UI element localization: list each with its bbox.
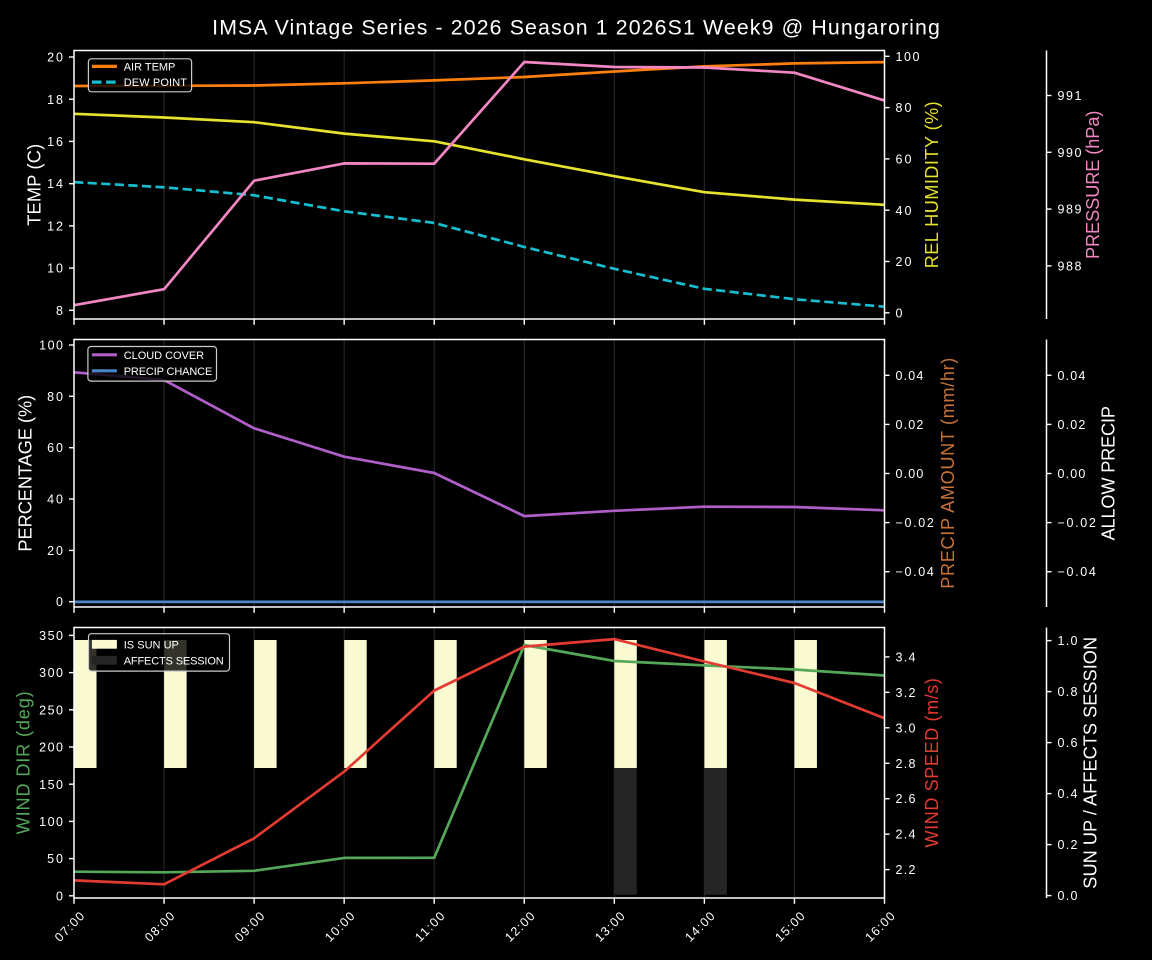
- svg-text:10: 10: [47, 262, 63, 276]
- svg-text:−0.04: −0.04: [896, 565, 934, 579]
- svg-text:8: 8: [56, 304, 63, 318]
- svg-text:0.4: 0.4: [1058, 787, 1078, 801]
- svg-text:REL HUMIDITY (%): REL HUMIDITY (%): [922, 101, 942, 268]
- svg-text:−0.04: −0.04: [1058, 565, 1096, 579]
- svg-text:60: 60: [47, 441, 63, 455]
- svg-text:WIND DIR (deg): WIND DIR (deg): [14, 691, 34, 834]
- svg-text:IS SUN UP: IS SUN UP: [124, 639, 179, 651]
- svg-text:0: 0: [56, 595, 63, 609]
- svg-text:−0.02: −0.02: [1058, 516, 1096, 530]
- svg-text:40: 40: [896, 204, 912, 218]
- svg-text:988: 988: [1058, 259, 1082, 273]
- svg-text:20: 20: [47, 544, 63, 558]
- svg-text:300: 300: [39, 666, 63, 680]
- svg-text:ALLOW PRECIP: ALLOW PRECIP: [1099, 406, 1119, 540]
- svg-text:991: 991: [1058, 89, 1082, 103]
- svg-text:0.02: 0.02: [896, 418, 924, 432]
- svg-text:80: 80: [896, 101, 912, 115]
- svg-text:0.00: 0.00: [1058, 467, 1086, 481]
- svg-text:0.04: 0.04: [896, 369, 924, 383]
- svg-text:0.2: 0.2: [1058, 838, 1078, 852]
- svg-text:PRECIP AMOUNT (mm/hr): PRECIP AMOUNT (mm/hr): [938, 358, 958, 589]
- svg-text:80: 80: [47, 390, 63, 404]
- svg-text:40: 40: [47, 493, 63, 507]
- svg-text:WIND SPEED (m/s): WIND SPEED (m/s): [922, 678, 942, 848]
- svg-text:0: 0: [56, 889, 63, 903]
- svg-text:150: 150: [39, 778, 63, 792]
- svg-text:AIR TEMP: AIR TEMP: [124, 61, 176, 73]
- svg-text:SUN UP / AFFECTS SESSION: SUN UP / AFFECTS SESSION: [1081, 637, 1101, 889]
- svg-text:0.6: 0.6: [1058, 736, 1078, 750]
- svg-text:2.2: 2.2: [896, 863, 916, 877]
- svg-text:0.02: 0.02: [1058, 418, 1086, 432]
- svg-text:100: 100: [39, 815, 63, 829]
- svg-text:20: 20: [896, 255, 912, 269]
- svg-text:0: 0: [896, 306, 903, 320]
- svg-text:0.8: 0.8: [1058, 685, 1078, 699]
- svg-text:−0.02: −0.02: [896, 516, 934, 530]
- svg-text:3.2: 3.2: [896, 686, 916, 700]
- svg-text:20: 20: [47, 51, 63, 65]
- svg-text:0.00: 0.00: [896, 467, 924, 481]
- svg-text:100: 100: [896, 50, 920, 64]
- svg-text:PERCENTAGE (%): PERCENTAGE (%): [15, 395, 35, 552]
- svg-text:2.8: 2.8: [896, 757, 916, 771]
- svg-text:CLOUD COVER: CLOUD COVER: [124, 350, 204, 362]
- svg-text:350: 350: [39, 629, 63, 643]
- svg-text:250: 250: [39, 703, 63, 717]
- svg-text:0.04: 0.04: [1058, 369, 1086, 383]
- svg-text:50: 50: [47, 852, 63, 866]
- svg-text:1.0: 1.0: [1058, 634, 1078, 648]
- svg-text:AFFECTS SESSION: AFFECTS SESSION: [124, 655, 224, 667]
- svg-text:IMSA Vintage Series - 2026 Sea: IMSA Vintage Series - 2026 Season 1 2026…: [212, 16, 940, 40]
- svg-text:2.4: 2.4: [896, 828, 916, 842]
- svg-text:989: 989: [1058, 203, 1082, 217]
- svg-text:2.6: 2.6: [896, 792, 916, 806]
- svg-text:990: 990: [1058, 146, 1082, 160]
- svg-text:PRECIP CHANCE: PRECIP CHANCE: [124, 366, 213, 378]
- svg-text:100: 100: [39, 339, 63, 353]
- svg-text:0.0: 0.0: [1058, 889, 1078, 903]
- svg-text:TEMP (C): TEMP (C): [24, 144, 44, 226]
- svg-text:14: 14: [47, 177, 63, 191]
- svg-text:60: 60: [896, 153, 912, 167]
- svg-text:3.4: 3.4: [896, 650, 916, 664]
- svg-text:12: 12: [47, 220, 63, 234]
- svg-text:PRESSURE (hPa): PRESSURE (hPa): [1083, 111, 1103, 259]
- svg-text:3.0: 3.0: [896, 721, 916, 735]
- svg-text:DEW POINT: DEW POINT: [124, 77, 188, 89]
- svg-text:200: 200: [39, 741, 63, 755]
- svg-text:18: 18: [47, 93, 63, 107]
- svg-text:16: 16: [47, 135, 63, 149]
